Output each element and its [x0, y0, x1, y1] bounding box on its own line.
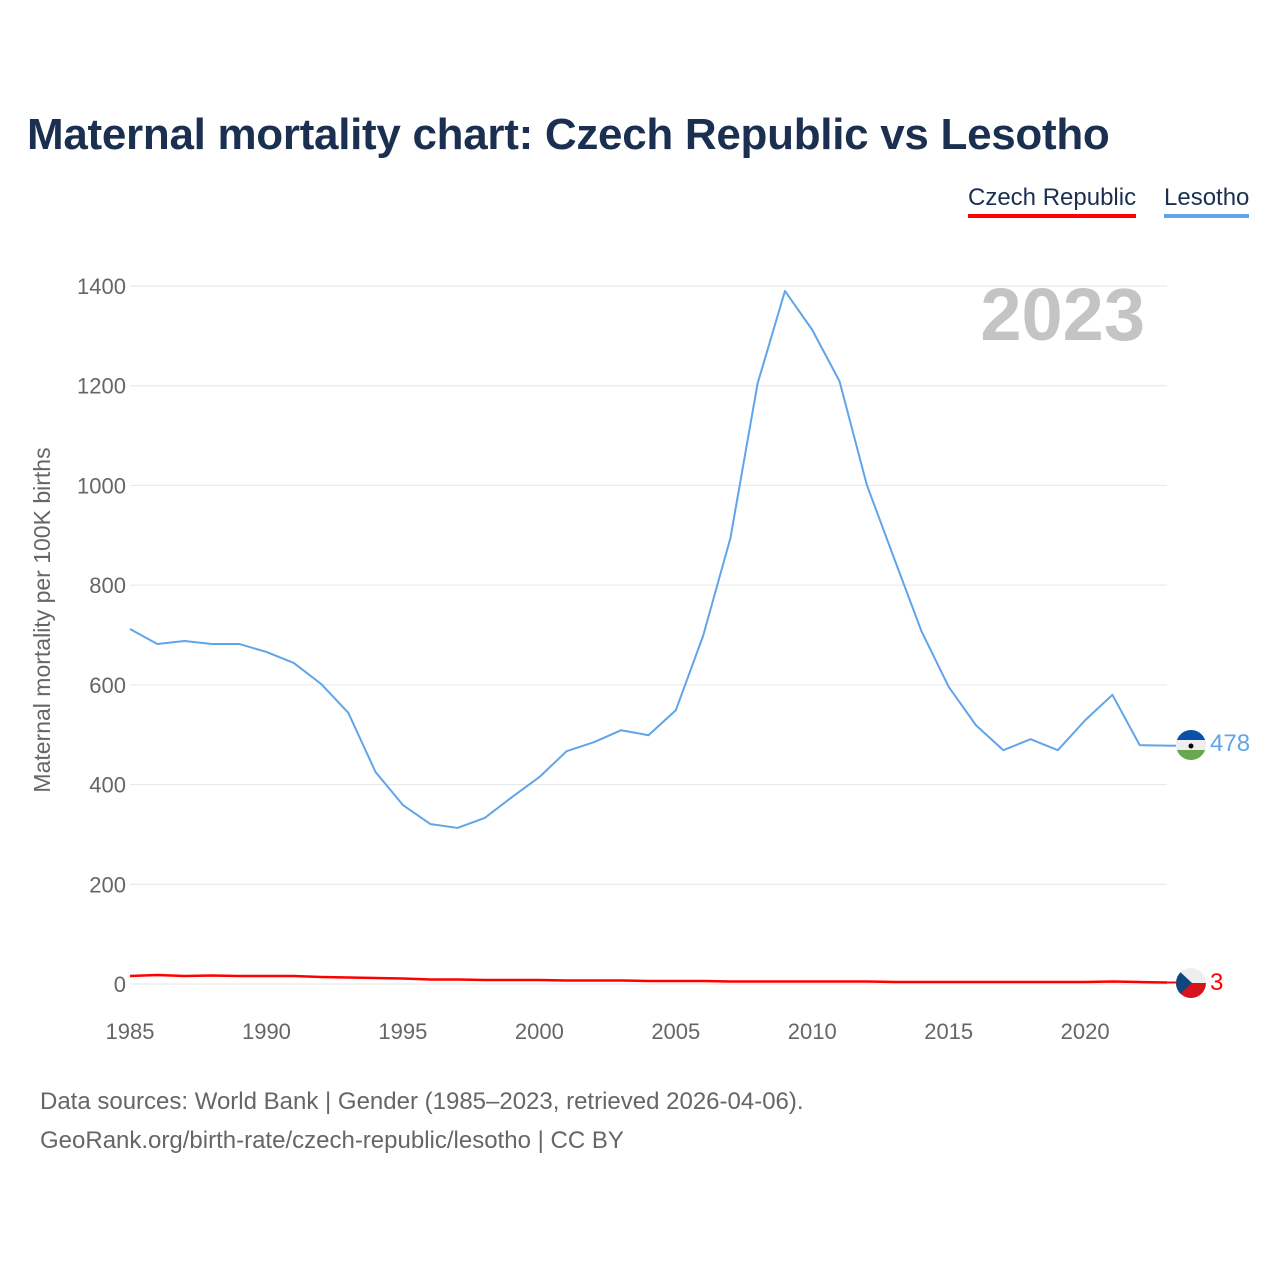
series-line-czech-republic — [129, 973, 1168, 984]
x-tick-label: 2015 — [924, 1019, 973, 1044]
chart-title: Maternal mortality chart: Czech Republic… — [27, 110, 1110, 159]
y-axis-label: Maternal mortality per 100K births — [29, 447, 55, 792]
x-tick-label: 2010 — [788, 1019, 837, 1044]
y-tick-label: 1200 — [77, 374, 126, 399]
chart-plot: 0 200 400 600 800 1000 1200 1400 1985 1990 1995 20… — [29, 273, 1250, 1044]
y-tick-label: 800 — [89, 573, 126, 598]
x-tick-label: 2005 — [651, 1019, 700, 1044]
czech-end-value: 3 — [1210, 969, 1223, 996]
lesotho-flag-icon — [1176, 730, 1206, 760]
footer-link[interactable]: GeoRank.org/birth-rate/czech-republic/le… — [40, 1127, 624, 1154]
y-tick-label: 200 — [89, 872, 126, 897]
y-tick-label: 1400 — [77, 274, 126, 299]
year-watermark: 2023 — [980, 273, 1145, 356]
series-line-lesotho — [129, 289, 1168, 829]
czech-flag-icon — [1176, 968, 1206, 998]
y-tick-label: 1000 — [77, 473, 126, 498]
x-tick-label: 1985 — [106, 1019, 155, 1044]
legend-czech-republic[interactable]: Czech Republic — [968, 184, 1137, 218]
y-tick-label: 0 — [114, 972, 126, 997]
footer-source: Data sources: World Bank | Gender (1985–… — [40, 1088, 804, 1115]
x-tick-label: 1995 — [378, 1019, 427, 1044]
lesotho-end-value: 478 — [1210, 730, 1250, 757]
y-tick-label: 600 — [89, 673, 126, 698]
legend-lesotho[interactable]: Lesotho — [1164, 184, 1250, 218]
x-tick-label: 1990 — [242, 1019, 291, 1044]
x-tick-label: 2020 — [1061, 1019, 1110, 1044]
x-tick-label: 2000 — [515, 1019, 564, 1044]
y-tick-label: 400 — [89, 773, 126, 798]
